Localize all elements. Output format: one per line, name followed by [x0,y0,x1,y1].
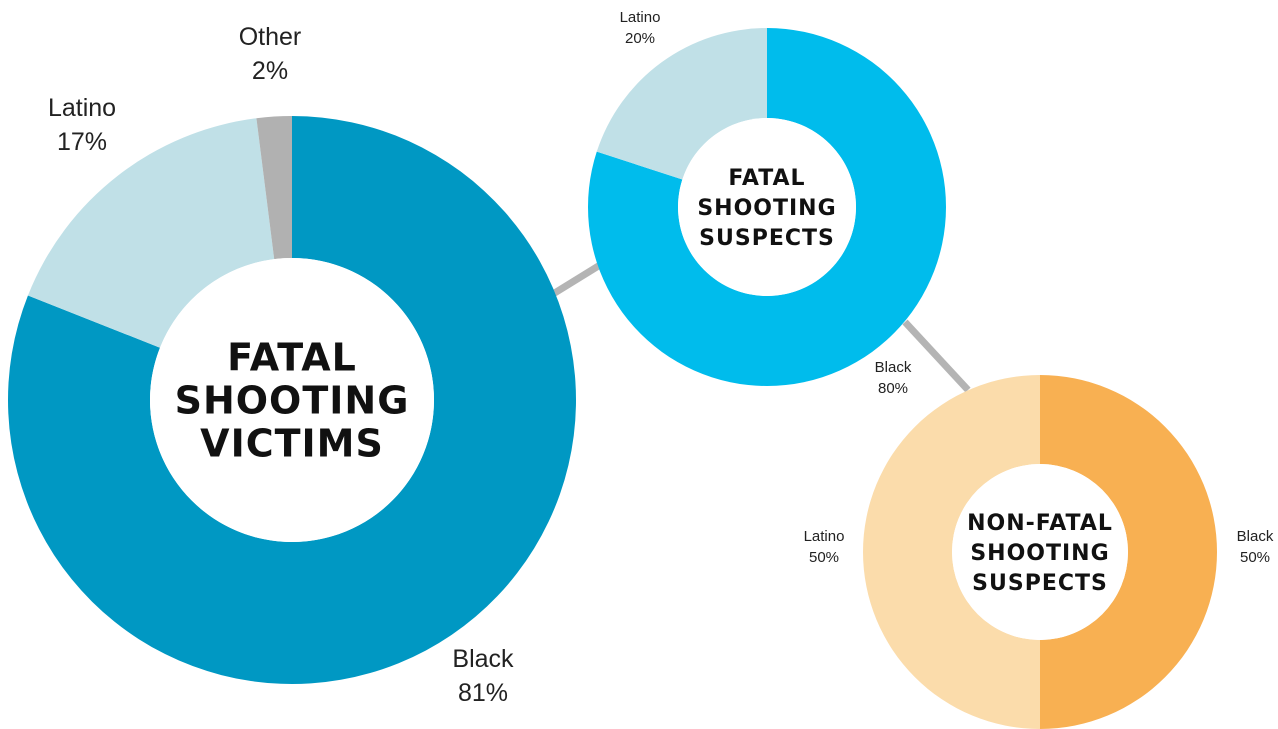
slice-category: Latino [48,94,116,122]
slice-category: Latino [620,9,661,26]
slice-other-fatal-shooting-victims [256,116,292,260]
slice-value: 17% [57,128,107,156]
donut-hole [150,258,434,542]
center-title-line: FATAL [728,166,805,191]
slice-black-fatal-shooting-suspects [588,28,947,386]
center-title-line: SHOOTING [970,541,1109,566]
slice-black-fatal-shooting-victims [7,116,576,684]
center-title-line: VICTIMS [200,422,384,466]
slice-value: 80% [878,380,908,397]
center-title-line: SUSPECTS [972,571,1108,596]
slice-value: 50% [1240,549,1270,566]
slice-label-latino: Latino 20% [620,9,661,47]
slice-label-black: Black 80% [875,359,912,397]
slice-value: 20% [625,30,655,47]
center-title: FATAL SHOOTING VICTIMS [175,336,410,466]
center-title-line: SHOOTING [175,379,410,423]
slice-value: 2% [252,57,288,85]
slice-label-black: Black 81% [452,645,514,707]
slice-category: Black [452,645,514,673]
slice-label-latino: Latino 17% [48,94,116,156]
donut-fatal-shooting-suspects: FATAL SHOOTING SUSPECTS Black 80% Latino 20% [588,9,947,397]
slice-value: 81% [458,679,508,707]
slice-category: Black [875,359,912,376]
donut-fatal-shooting-victims: FATAL SHOOTING VICTIMS Black 81% Latino 17% Oth… [7,23,576,707]
center-title: NON-FATAL SHOOTING SUSPECTS [967,511,1113,596]
slice-latino-fatal-shooting-suspects [596,27,767,180]
center-title-line: FATAL [227,336,357,380]
slice-latino-fatal-shooting-victims [27,118,275,348]
slice-label-latino: Latino 50% [804,528,845,566]
connector-fatal-to-nonfatal-suspects [902,319,971,393]
slice-label-black: Black 50% [1237,528,1274,566]
slice-category: Latino [804,528,845,545]
center-title-line: NON-FATAL [967,511,1113,536]
slice-latino-non-fatal-shooting-suspects [863,375,1040,729]
donut-hole [952,464,1128,640]
center-title-line: SHOOTING [697,196,836,221]
donut-hole [678,118,856,296]
slice-category: Other [239,23,302,51]
connector-victims-to-fatal-suspects [551,262,602,297]
center-title-line: SUSPECTS [699,226,835,251]
donut-non-fatal-shooting-suspects: NON-FATAL SHOOTING SUSPECTS Black 50% Latino 5… [804,375,1274,729]
slice-black-non-fatal-shooting-suspects [1040,375,1217,729]
slice-value: 50% [809,549,839,566]
slice-label-other: Other 2% [239,23,302,85]
center-title: FATAL SHOOTING SUSPECTS [697,166,836,251]
slice-category: Black [1237,528,1274,545]
connector-lines [551,262,971,393]
